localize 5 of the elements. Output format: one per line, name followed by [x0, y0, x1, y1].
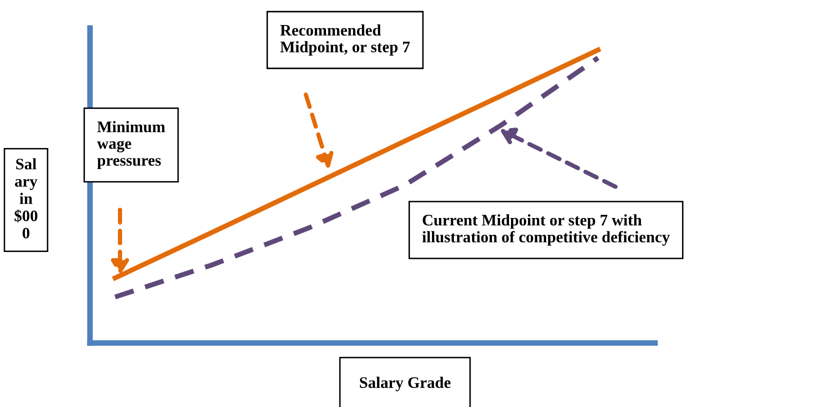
y-axis-title: Salary in $000	[14, 158, 38, 239]
annotation: Minimum wage pressures	[97, 120, 166, 170]
annotation: Current Midpoint or step 7 with illustration of competitive deficiency	[422, 214, 670, 246]
x-axis-title: Salary Grade	[360, 376, 451, 392]
annotation: Recommended Midpoint, or step 7	[280, 24, 410, 56]
